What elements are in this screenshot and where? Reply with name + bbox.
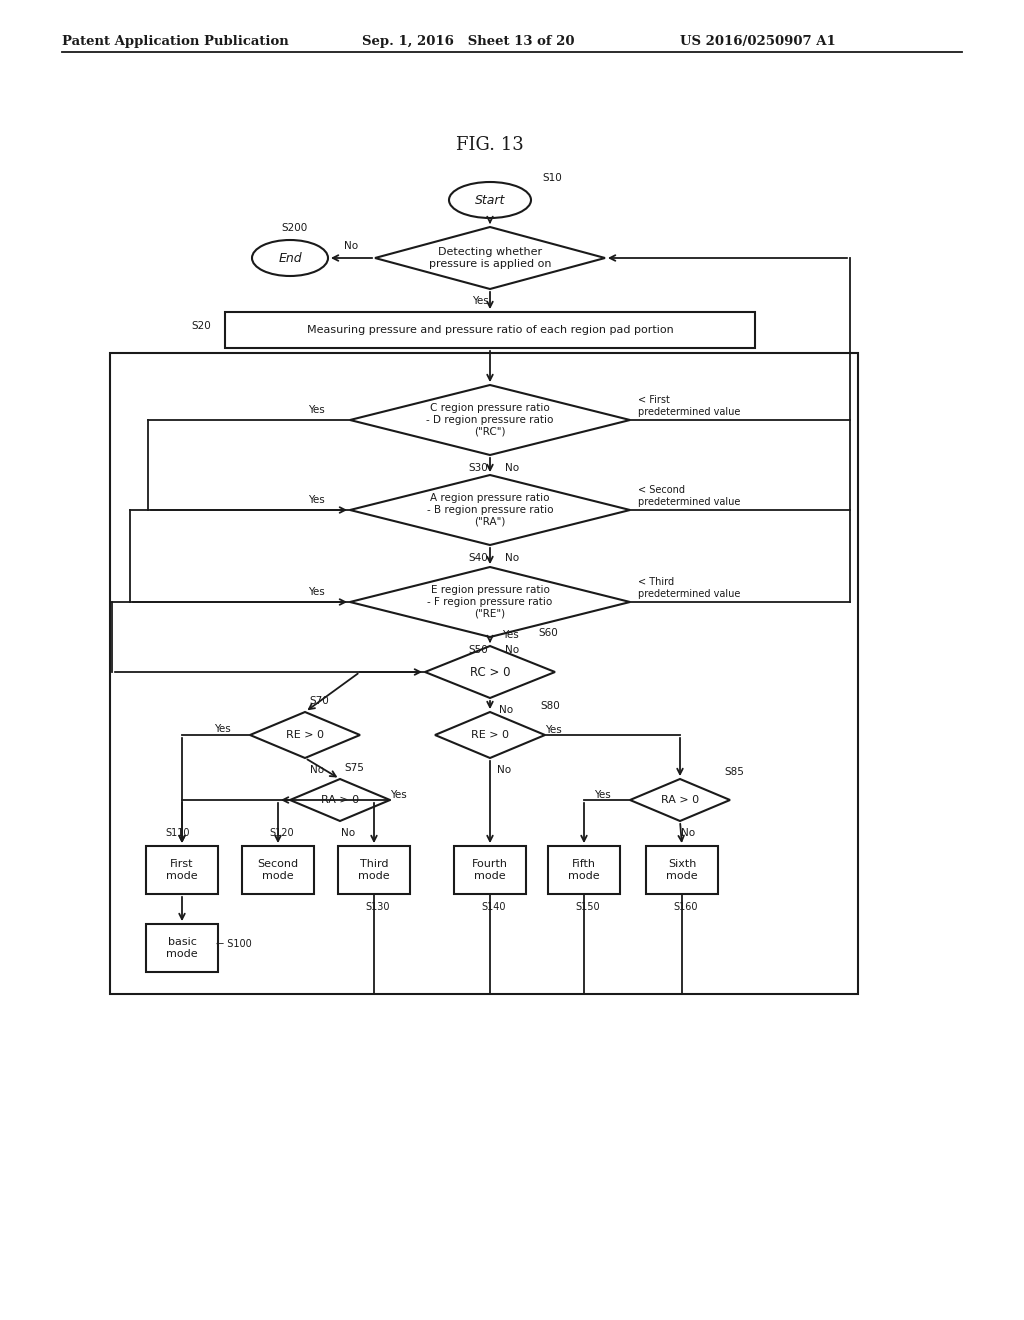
Bar	[110, 352, 858, 994]
Text: Sixth
mode: Sixth mode	[667, 859, 697, 880]
Text: No: No	[505, 645, 519, 655]
Text: S110: S110	[166, 828, 190, 838]
Text: End: End	[279, 252, 302, 264]
Text: Yes: Yes	[472, 296, 488, 306]
Text: S120: S120	[269, 828, 294, 838]
Ellipse shape	[449, 182, 531, 218]
Text: S70: S70	[309, 696, 329, 706]
Text: S140: S140	[481, 902, 506, 912]
Text: S150: S150	[575, 902, 600, 912]
Ellipse shape	[252, 240, 328, 276]
Text: S75: S75	[344, 763, 364, 774]
Text: RC > 0: RC > 0	[470, 665, 510, 678]
Text: Second
mode: Second mode	[257, 859, 299, 880]
Text: S30: S30	[468, 463, 487, 473]
Text: Yes: Yes	[502, 630, 518, 640]
Text: First
mode: First mode	[166, 859, 198, 880]
Text: No: No	[344, 242, 358, 251]
Text: S80: S80	[540, 701, 560, 711]
Bar	[146, 846, 218, 894]
Text: S200: S200	[281, 223, 307, 234]
Text: < Second
predetermined value: < Second predetermined value	[638, 486, 740, 507]
Text: < First
predetermined value: < First predetermined value	[638, 395, 740, 417]
Text: basic
mode: basic mode	[166, 937, 198, 958]
Polygon shape	[250, 711, 360, 758]
Bar	[146, 924, 218, 972]
Bar	[548, 846, 620, 894]
Text: Yes: Yes	[389, 789, 407, 800]
Text: C region pressure ratio
- D region pressure ratio
("RC"): C region pressure ratio - D region press…	[426, 404, 554, 437]
Text: No: No	[505, 553, 519, 564]
Bar	[225, 312, 755, 348]
Text: RE > 0: RE > 0	[471, 730, 509, 741]
Text: Yes: Yes	[214, 723, 230, 734]
Text: Yes: Yes	[594, 789, 610, 800]
Polygon shape	[630, 779, 730, 821]
Text: ← S100: ← S100	[216, 939, 252, 949]
Text: FIG. 13: FIG. 13	[456, 136, 524, 154]
Bar	[338, 846, 410, 894]
Text: S85: S85	[724, 767, 744, 777]
Text: Yes: Yes	[307, 495, 325, 506]
Polygon shape	[425, 645, 555, 698]
Text: Start: Start	[475, 194, 505, 206]
Polygon shape	[435, 711, 545, 758]
Text: RA > 0: RA > 0	[660, 795, 699, 805]
Text: Fifth
mode: Fifth mode	[568, 859, 600, 880]
Bar	[242, 846, 314, 894]
Text: No: No	[341, 828, 355, 838]
Bar	[454, 846, 526, 894]
Text: S20: S20	[191, 321, 211, 331]
Polygon shape	[350, 385, 630, 455]
Polygon shape	[290, 779, 390, 821]
Text: No: No	[499, 705, 513, 715]
Text: US 2016/0250907 A1: US 2016/0250907 A1	[680, 36, 836, 49]
Text: No: No	[497, 766, 511, 775]
Text: Patent Application Publication: Patent Application Publication	[62, 36, 289, 49]
Text: S40: S40	[468, 553, 487, 564]
Text: E region pressure ratio
- F region pressure ratio
("RE"): E region pressure ratio - F region press…	[427, 585, 553, 619]
Text: Yes: Yes	[545, 725, 561, 735]
Text: Yes: Yes	[307, 405, 325, 414]
Text: Detecting whether
pressure is applied on: Detecting whether pressure is applied on	[429, 247, 551, 269]
Bar	[646, 846, 718, 894]
Text: S10: S10	[542, 173, 562, 183]
Text: S50: S50	[468, 645, 487, 655]
Text: S130: S130	[366, 902, 390, 912]
Polygon shape	[375, 227, 605, 289]
Text: RA > 0: RA > 0	[321, 795, 359, 805]
Text: No: No	[681, 828, 695, 838]
Polygon shape	[350, 568, 630, 638]
Text: No: No	[505, 463, 519, 473]
Text: Sep. 1, 2016   Sheet 13 of 20: Sep. 1, 2016 Sheet 13 of 20	[362, 36, 574, 49]
Text: Yes: Yes	[307, 587, 325, 597]
Text: No: No	[310, 766, 324, 775]
Text: Fourth
mode: Fourth mode	[472, 859, 508, 880]
Text: S60: S60	[539, 628, 558, 638]
Text: < Third
predetermined value: < Third predetermined value	[638, 577, 740, 599]
Polygon shape	[350, 475, 630, 545]
Text: RE > 0: RE > 0	[286, 730, 324, 741]
Text: S160: S160	[674, 902, 698, 912]
Text: A region pressure ratio
- B region pressure ratio
("RA"): A region pressure ratio - B region press…	[427, 494, 553, 527]
Text: Third
mode: Third mode	[358, 859, 390, 880]
Text: Measuring pressure and pressure ratio of each region pad portion: Measuring pressure and pressure ratio of…	[306, 325, 674, 335]
